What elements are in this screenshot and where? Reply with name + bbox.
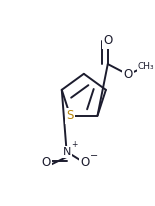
Text: O: O (103, 34, 112, 47)
Text: +: + (71, 140, 78, 149)
Text: O: O (123, 68, 133, 81)
Text: CH₃: CH₃ (138, 62, 154, 71)
Text: N: N (62, 147, 71, 157)
Text: S: S (66, 109, 74, 122)
Text: −: − (90, 151, 98, 161)
Text: O: O (80, 156, 89, 169)
Text: O: O (42, 156, 51, 169)
